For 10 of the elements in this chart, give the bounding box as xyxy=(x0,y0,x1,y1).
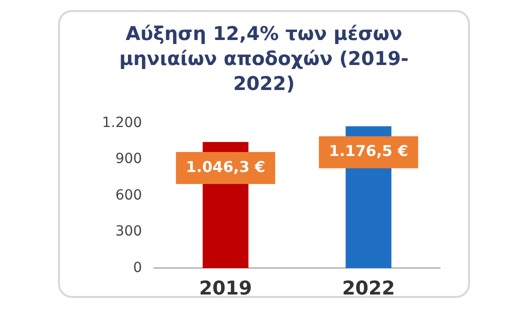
y-tick-label: 0 xyxy=(133,260,142,276)
chart-title: Αύξηση 12,4% των μέσων μηνιαίων αποδοχών (2019-2022) xyxy=(118,22,410,97)
y-tick-label: 600 xyxy=(115,187,142,204)
y-tick-label: 1.200 xyxy=(102,115,142,132)
y-tick-label: 300 xyxy=(115,224,142,240)
x-tick-label: 2019 xyxy=(199,278,252,300)
data-label: 1.046,3 € xyxy=(186,158,266,176)
y-tick-label: 900 xyxy=(115,151,142,168)
x-tick-label: 2022 xyxy=(342,278,395,300)
data-label: 1.176,5 € xyxy=(328,142,408,160)
